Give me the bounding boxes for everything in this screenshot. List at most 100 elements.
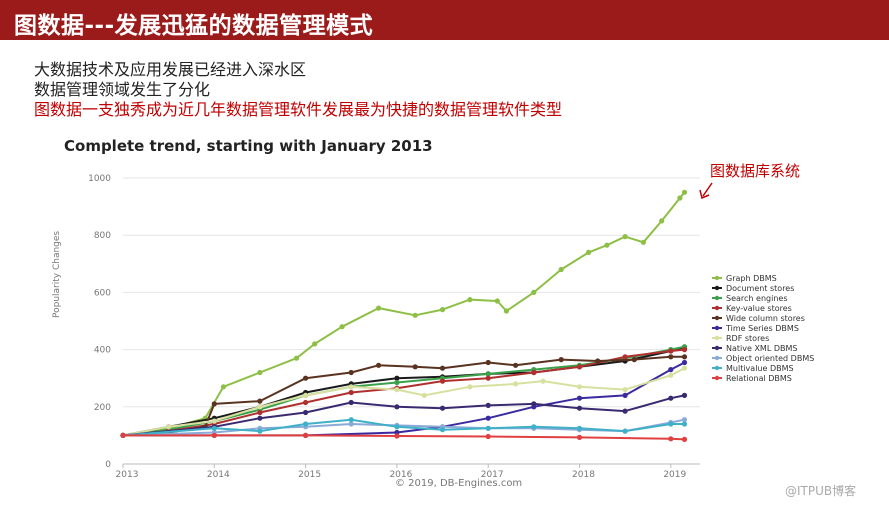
series-point-4: [558, 357, 564, 363]
x-tick-label: 2014: [207, 470, 230, 480]
bullet-2: 数据管理领域发生了分化: [34, 80, 211, 99]
watermark: @ITPUB博客: [785, 484, 857, 498]
legend-label: Time Series DBMS: [725, 324, 799, 333]
series-point-4: [348, 369, 354, 376]
series-point-3: [439, 378, 446, 384]
series-point-6: [257, 404, 263, 410]
series-point-4: [668, 354, 674, 360]
series-point-9: [439, 427, 446, 433]
copyright-text: © 2019, DB-Engines.com: [395, 478, 523, 489]
x-tick-label: 2013: [116, 470, 139, 480]
series-point-9: [348, 417, 354, 423]
series-point-9: [668, 421, 674, 427]
series-point-3: [485, 375, 491, 381]
series-point-7: [668, 395, 674, 401]
series-point-9: [257, 428, 263, 434]
series-point-6: [394, 387, 400, 393]
series-point-0: [312, 341, 318, 347]
bullet-3: 图数据一支独秀成为近几年数据管理软件发展最为快捷的数据管理软件类型: [34, 100, 563, 119]
legend-marker: [714, 285, 720, 291]
series-point-10: [303, 432, 309, 438]
series-point-7: [303, 409, 309, 416]
series-point-3: [668, 348, 674, 354]
legend-label: Object oriented DBMS: [726, 354, 814, 363]
series-point-6: [668, 372, 674, 378]
series-point-5: [681, 359, 688, 366]
y-tick-label: 200: [94, 403, 111, 413]
series-point-7: [681, 392, 688, 398]
series-point-0: [494, 298, 500, 304]
series-point-0: [659, 218, 665, 224]
series-point-4: [303, 375, 309, 381]
series-point-9: [303, 421, 309, 427]
series-point-4: [513, 362, 519, 368]
series-point-9: [576, 425, 583, 431]
series-point-4: [412, 364, 418, 370]
annotation-arrow: [702, 182, 713, 197]
series-point-2: [485, 371, 491, 377]
series-point-0: [376, 305, 382, 311]
legend-marker: [714, 345, 720, 351]
series-line-1: [122, 347, 685, 437]
series-point-8: [348, 421, 354, 427]
series-point-10: [485, 433, 491, 440]
series-point-0: [257, 369, 263, 376]
series-point-10: [120, 432, 126, 438]
series-point-0: [604, 242, 610, 248]
legend-label: Graph DBMS: [726, 274, 777, 283]
bullet-1: 大数据技术及应用发展已经进入深水区: [34, 60, 307, 79]
series-point-0: [439, 307, 446, 313]
series-point-6: [166, 424, 172, 430]
graph-db-annotation: 图数据库系统: [710, 162, 801, 180]
series-point-4: [631, 357, 637, 363]
series-point-6: [467, 384, 473, 390]
series-point-9: [394, 424, 400, 430]
series-point-4: [211, 401, 217, 407]
series-line-10: [123, 434, 685, 441]
title-bar: 图数据---发展迅猛的数据管理模式: [0, 0, 889, 40]
series-point-5: [576, 395, 583, 401]
legend-marker: [714, 295, 720, 301]
series-point-7: [257, 415, 263, 421]
series-point-6: [681, 365, 688, 371]
series-point-4: [485, 359, 491, 366]
series-point-6: [540, 378, 546, 384]
legend-marker: [714, 325, 720, 331]
series-point-3: [622, 354, 628, 360]
series-line-0: [122, 191, 686, 437]
series-point-7: [622, 408, 628, 414]
series-point-7: [348, 399, 354, 406]
series-point-4: [376, 362, 382, 368]
legend-label: Native XML DBMS: [726, 344, 797, 353]
series-point-5: [622, 392, 628, 398]
series-point-0: [467, 297, 473, 303]
series-point-9: [211, 425, 217, 431]
series-point-3: [348, 389, 354, 396]
series-point-10: [681, 436, 688, 442]
series-point-6: [211, 418, 217, 424]
x-tick-label: 2017: [481, 470, 504, 480]
legend-marker: [714, 275, 720, 281]
series-point-9: [531, 424, 537, 430]
legend-marker: [714, 365, 720, 371]
series-line-3: [122, 348, 685, 437]
series-point-4: [595, 358, 601, 364]
series-point-3: [531, 369, 537, 376]
series-point-7: [531, 401, 537, 407]
series-point-0: [339, 324, 345, 330]
series-point-4: [439, 365, 446, 371]
series-point-7: [485, 402, 491, 408]
series-point-0: [622, 234, 628, 240]
series-point-9: [485, 425, 491, 431]
series-point-0: [677, 195, 683, 201]
series-point-6: [513, 381, 519, 387]
legend-label: Relational DBMS: [726, 374, 792, 383]
series-point-4: [681, 354, 688, 360]
legend-marker: [714, 305, 720, 311]
series-point-10: [211, 432, 217, 438]
legend-label: Document stores: [726, 284, 794, 293]
annotation-arrowhead: [699, 189, 710, 200]
page-title: 图数据---发展迅猛的数据管理模式: [14, 13, 374, 39]
bullet-list: 大数据技术及应用发展已经进入深水区 数据管理领域发生了分化 图数据一支独秀成为近…: [34, 60, 562, 120]
